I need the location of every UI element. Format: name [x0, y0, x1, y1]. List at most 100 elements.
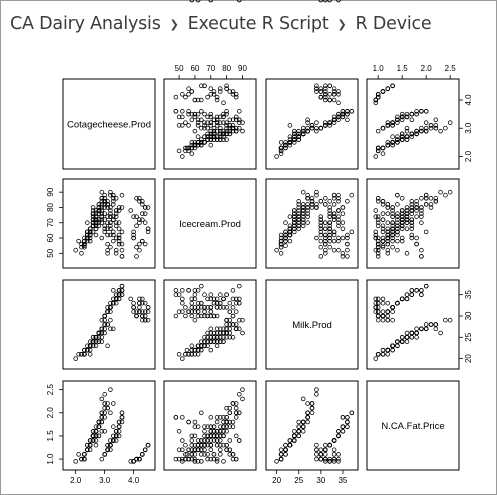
data-point [113, 296, 119, 302]
data-point [327, 442, 332, 448]
data-point [205, 134, 210, 139]
data-point [105, 405, 110, 411]
data-point [373, 300, 379, 306]
data-point [195, 313, 201, 319]
data-point [287, 123, 293, 128]
data-point [287, 134, 293, 139]
data-point [221, 459, 226, 464]
data-point [208, 120, 214, 125]
data-point [183, 456, 188, 462]
data-point [375, 128, 381, 134]
data-point [211, 134, 217, 139]
data-point [195, 347, 201, 353]
data-point [218, 305, 223, 310]
data-point [323, 97, 328, 103]
data-point [414, 131, 419, 137]
breadcrumb-item-module[interactable]: Execute R Script [187, 14, 329, 34]
data-point [195, 438, 201, 443]
data-point [214, 456, 220, 462]
data-point [96, 419, 102, 425]
data-point [373, 247, 379, 253]
data-point [224, 131, 229, 137]
data-point [385, 247, 391, 253]
data-point [380, 244, 386, 250]
data-point [336, 247, 341, 253]
data-point [180, 154, 185, 159]
data-point [233, 433, 239, 439]
data-point [195, 111, 201, 117]
data-point [230, 89, 236, 94]
data-point [409, 202, 415, 207]
data-point [218, 125, 223, 131]
data-point [183, 94, 188, 100]
data-point [227, 309, 233, 314]
data-point [336, 459, 341, 464]
data-point [87, 343, 93, 349]
data-point [278, 232, 284, 238]
data-point [404, 335, 410, 340]
data-point [227, 405, 233, 411]
data-point [395, 114, 400, 120]
data-point [409, 111, 415, 117]
data-point [224, 424, 229, 429]
data-point [318, 447, 324, 453]
data-point [82, 235, 87, 241]
data-point [85, 232, 90, 238]
data-point [327, 199, 332, 204]
data-point [323, 196, 328, 201]
data-point [419, 214, 424, 219]
data-point [331, 447, 337, 453]
data-point [192, 347, 198, 353]
data-point [385, 140, 391, 145]
data-point [189, 442, 195, 448]
data-point [189, 305, 195, 310]
data-point [218, 330, 223, 336]
data-point [375, 235, 381, 241]
data-point [183, 352, 188, 357]
data-point [214, 128, 220, 134]
data-point [131, 309, 136, 314]
data-point [300, 424, 306, 429]
data-point [202, 313, 207, 319]
data-point [211, 335, 217, 340]
tick-label: 20 [464, 354, 473, 363]
data-point [323, 94, 328, 100]
data-point [189, 0, 195, 3]
data-point [105, 305, 110, 310]
data-point [292, 131, 297, 137]
data-point [99, 235, 105, 241]
data-point [180, 456, 185, 462]
data-point [96, 335, 102, 340]
data-point [195, 123, 201, 128]
data-point [414, 205, 419, 210]
data-point [192, 305, 198, 310]
data-point [199, 137, 204, 142]
data-point [240, 387, 245, 392]
data-point [300, 214, 306, 219]
data-point [189, 117, 195, 123]
data-point [180, 92, 185, 97]
data-point [134, 214, 139, 219]
data-point [240, 330, 245, 336]
data-point [99, 199, 105, 204]
tick-label: 70 [46, 218, 55, 227]
panel-frame-1-3 [366, 178, 460, 269]
data-point [380, 226, 386, 232]
data-point [221, 131, 226, 137]
data-point [380, 151, 386, 156]
data-point [224, 292, 229, 297]
data-point [233, 456, 239, 462]
data-point [390, 244, 395, 250]
tick-label: 35 [338, 476, 347, 485]
data-point [380, 300, 386, 306]
data-point [375, 92, 381, 97]
data-point [380, 238, 386, 244]
data-point [119, 254, 125, 259]
data-point [419, 128, 424, 134]
data-point [375, 296, 381, 302]
data-point [116, 235, 122, 241]
data-point [90, 214, 96, 219]
data-point [345, 117, 350, 123]
data-point [395, 202, 400, 207]
breadcrumb-item-experiment[interactable]: CA Dairy Analysis [10, 14, 161, 34]
